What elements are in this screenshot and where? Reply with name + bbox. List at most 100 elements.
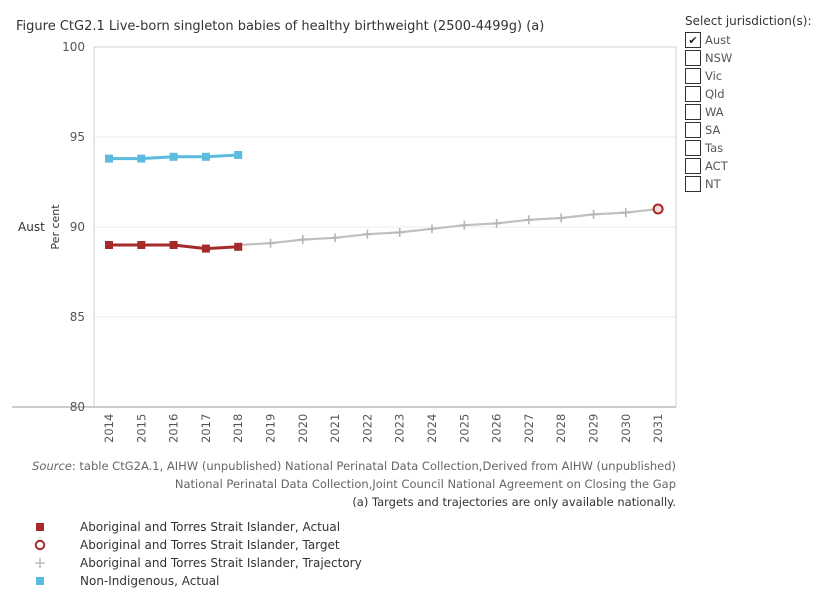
x-tick-label: 2030 — [619, 414, 633, 443]
x-tick-label: 2025 — [457, 414, 471, 443]
legend-label: Aboriginal and Torres Strait Islander, A… — [80, 520, 341, 534]
data-point[interactable] — [105, 154, 113, 163]
checkbox-nt[interactable]: NT — [685, 175, 815, 193]
trajectory-point[interactable] — [524, 215, 534, 225]
checkbox-tas[interactable]: Tas — [685, 139, 815, 157]
legend-item[interactable]: Aboriginal and Torres Strait Islander, T… — [33, 536, 362, 554]
target-point[interactable] — [652, 203, 664, 215]
checkbox-wa[interactable]: WA — [685, 103, 815, 121]
checkbox-label: Vic — [705, 69, 723, 83]
legend-label: Aboriginal and Torres Strait Islander, T… — [80, 556, 362, 570]
checkbox-box[interactable] — [685, 104, 701, 120]
data-point[interactable] — [234, 242, 243, 251]
checkbox-qld[interactable]: Qld — [685, 85, 815, 103]
legend-item[interactable]: Aboriginal and Torres Strait Islander, A… — [33, 518, 362, 536]
data-point[interactable] — [137, 154, 146, 163]
data-point[interactable] — [234, 151, 243, 159]
checkbox-box[interactable] — [685, 158, 701, 174]
source-line-1: : table CtG2A.1, AIHW (unpublished) Nati… — [71, 459, 676, 473]
x-tick-label: 2017 — [199, 414, 213, 443]
checkbox-box[interactable] — [685, 50, 701, 66]
x-tick-label: 2016 — [167, 414, 181, 443]
checkbox-label: ACT — [705, 159, 728, 173]
legend-label: Non-Indigenous, Actual — [80, 574, 220, 588]
trajectory-point[interactable] — [492, 218, 502, 228]
checkbox-label: SA — [705, 123, 721, 137]
data-point[interactable] — [137, 241, 146, 249]
trajectory-point[interactable] — [589, 209, 598, 219]
square-marker-icon — [33, 522, 47, 532]
plus-marker-icon — [33, 557, 47, 569]
series-non-indigenous-actual — [105, 151, 243, 163]
chart-title: Figure CtG2.1 Live-born singleton babies… — [16, 19, 545, 34]
checkbox-label: NSW — [705, 51, 733, 65]
jurisdiction-filter: Select jurisdiction(s): ✔ Aust NSW Vic Qld WA… — [685, 14, 815, 193]
y-tick-label: 85 — [70, 310, 85, 324]
checkbox-box[interactable] — [685, 68, 701, 84]
y-axis-title: Per cent — [49, 204, 62, 250]
data-point[interactable] — [201, 244, 210, 253]
series-line — [238, 207, 659, 247]
y-tick-label: 80 — [70, 400, 85, 414]
legend-item[interactable]: Aboriginal and Torres Strait Islander, T… — [33, 554, 362, 572]
x-tick-label: 2014 — [102, 414, 116, 443]
trajectory-point[interactable] — [556, 213, 566, 223]
legend: Aboriginal and Torres Strait Islander, A… — [33, 518, 362, 590]
trajectory-point[interactable] — [362, 229, 372, 239]
checkbox-label: WA — [705, 105, 724, 119]
x-tick-label: 2022 — [360, 414, 374, 443]
legend-label: Aboriginal and Torres Strait Islander, T… — [80, 538, 340, 552]
x-tick-label: 2015 — [134, 414, 148, 443]
data-point[interactable] — [201, 152, 210, 161]
y-tick-label: 100 — [62, 40, 85, 54]
row-label: Aust — [18, 220, 45, 234]
y-tick-label: 90 — [70, 220, 85, 234]
source-line-2: National Perinatal Data Collection,Joint… — [174, 477, 676, 491]
series-aboriginal-and-torres-strait-islander-target — [652, 203, 664, 215]
x-tick-label: 2029 — [587, 414, 601, 443]
x-tick-label: 2027 — [522, 414, 536, 443]
legend-item[interactable]: Non-Indigenous, Actual — [33, 572, 362, 590]
checkbox-aust[interactable]: ✔ Aust — [685, 31, 815, 49]
y-tick-label: 95 — [70, 130, 85, 144]
checkbox-label: Qld — [705, 87, 725, 101]
checkbox-box[interactable] — [685, 86, 701, 102]
x-tick-label: 2026 — [490, 414, 504, 443]
checkbox-vic[interactable]: Vic — [685, 67, 815, 85]
footnote: (a) Targets and trajectories are only av… — [352, 495, 676, 509]
trajectory-point[interactable] — [298, 235, 308, 245]
data-point[interactable] — [169, 241, 178, 249]
data-point[interactable] — [169, 152, 178, 161]
trajectory-point[interactable] — [266, 238, 275, 248]
checkmark-icon[interactable]: ✔ — [685, 32, 701, 48]
checkbox-label: Tas — [705, 141, 724, 155]
checkbox-nsw[interactable]: NSW — [685, 49, 815, 67]
x-tick-label: 2021 — [328, 414, 342, 443]
series-aboriginal-and-torres-strait-islander-actual — [105, 241, 243, 253]
x-tick-label: 2024 — [425, 414, 439, 443]
source-note: Source: table CtG2A.1, AIHW (unpublished… — [16, 457, 676, 511]
checkbox-list: ✔ Aust NSW Vic Qld WA SA Tas ACT NT — [685, 31, 815, 193]
trajectory-point[interactable] — [621, 208, 631, 218]
checkbox-act[interactable]: ACT — [685, 157, 815, 175]
trajectory-point[interactable] — [395, 227, 405, 237]
trajectory-point[interactable] — [427, 224, 437, 234]
trajectory-point[interactable] — [459, 220, 469, 230]
checkbox-label: NT — [705, 177, 721, 191]
x-tick-label: 2019 — [264, 414, 278, 443]
series-aboriginal-and-torres-strait-islander-trajectory — [238, 204, 663, 248]
checkbox-box[interactable] — [685, 176, 701, 192]
checkbox-box[interactable] — [685, 122, 701, 138]
x-tick-label: 2031 — [651, 414, 665, 443]
x-tick-label: 2018 — [231, 414, 245, 443]
x-tick-label: 2020 — [296, 414, 310, 443]
checkbox-label: Aust — [705, 33, 731, 47]
x-tick-label: 2028 — [554, 414, 568, 443]
x-tick-label: 2023 — [393, 414, 407, 443]
trajectory-point[interactable] — [330, 233, 340, 243]
data-point[interactable] — [105, 241, 113, 249]
checkbox-sa[interactable]: SA — [685, 121, 815, 139]
checkbox-box[interactable] — [685, 140, 701, 156]
circle-marker-icon — [33, 539, 47, 551]
